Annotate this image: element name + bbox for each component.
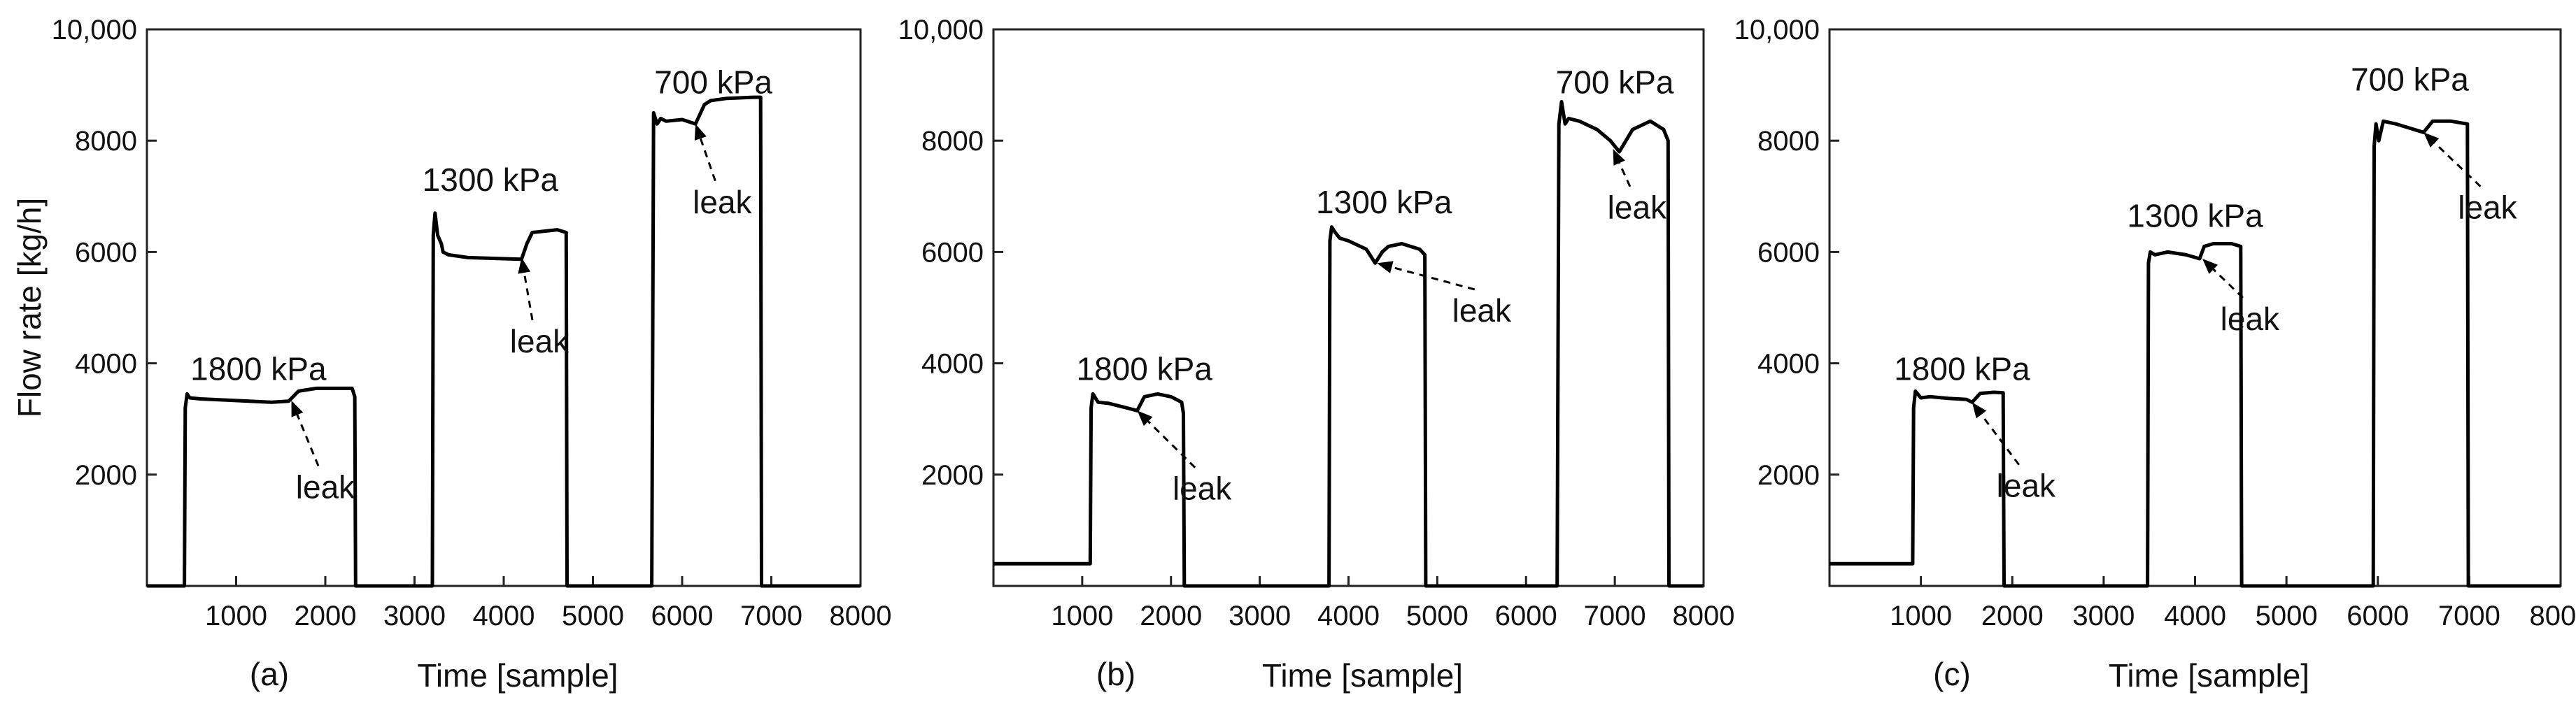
plot-frame	[992, 28, 1705, 587]
chart-panel-2: 1000 2000 3000 4000 5000 6000 7000 8000 2000 4000…	[898, 15, 1735, 694]
annotation-label: 1300 kPa	[2127, 198, 2263, 234]
chart-panel-3: 1000 2000 3000 4000 5000 6000 7000 8000 2000 4000…	[1734, 15, 2576, 694]
x-tick-label: 4000	[2164, 601, 2226, 631]
leak-arrow-line	[1147, 420, 1196, 468]
panel-label: (c)	[1933, 656, 1971, 692]
annotation-label: 700 kPa	[2351, 62, 2469, 98]
x-tick-label: 8000	[2530, 601, 2576, 631]
x-axis-title: Time [sample]	[417, 657, 618, 694]
x-tick-label: 3000	[2072, 601, 2135, 631]
annotation-label: leak	[1452, 292, 1512, 329]
flow-rate-series-line	[147, 95, 861, 588]
annotation-label: 1300 kPa	[423, 162, 559, 198]
annotation-label: leak	[1608, 189, 1667, 226]
annotation-label: 1800 kPa	[1894, 351, 2030, 387]
x-tick-label: 1000	[1890, 601, 1952, 631]
plot-frame	[146, 28, 862, 587]
x-tick-label: 1000	[205, 601, 267, 631]
x-tick-label: 4000	[1317, 601, 1380, 631]
y-tick-label: 2000	[921, 460, 984, 491]
x-tick-label: 6000	[2347, 601, 2409, 631]
annotation-label: leak	[1173, 471, 1232, 507]
x-tick-label: 5000	[562, 601, 624, 631]
x-tick-label: 7000	[2438, 601, 2500, 631]
x-tick-label: 2000	[1981, 601, 2044, 631]
panel-label: (b)	[1096, 656, 1135, 692]
x-tick-label: 8000	[1673, 601, 1735, 631]
x-tick-label: 6000	[651, 601, 714, 631]
y-tick-label: 4000	[75, 349, 137, 380]
y-tick-label: 6000	[1757, 237, 1820, 268]
y-tick-label: 6000	[921, 237, 984, 268]
y-tick-label: 10,000	[52, 15, 137, 45]
x-tick-label: 8000	[830, 601, 892, 631]
x-axis-title: Time [sample]	[2109, 657, 2309, 694]
x-tick-label: 6000	[1495, 601, 1557, 631]
leak-arrow-line	[1391, 266, 1475, 291]
flow-rate-series-line	[1830, 119, 2561, 588]
leak-arrow-head	[291, 400, 304, 417]
y-tick-label: 8000	[1757, 126, 1820, 157]
flow-rate-series-line	[993, 100, 1704, 588]
x-tick-label: 4000	[473, 601, 535, 631]
x-tick-label: 3000	[1229, 601, 1291, 631]
leak-arrow-head	[2423, 132, 2440, 148]
x-axis-title: Time [sample]	[1262, 657, 1463, 694]
annotation-label: leak	[2221, 301, 2280, 337]
y-tick-label: 4000	[1757, 349, 1820, 380]
chart-panel-1: 1000 2000 3000 4000 5000 6000 7000 8000 2000 4000…	[11, 15, 891, 694]
leak-arrow-line	[523, 272, 534, 321]
y-tick-label: 10,000	[1734, 15, 1820, 45]
annotation-label: leak	[1997, 468, 2056, 504]
x-tick-label: 7000	[740, 601, 802, 631]
leak-arrow-line	[2433, 142, 2482, 187]
annotation-label: 700 kPa	[654, 64, 772, 101]
annotation-label: leak	[2458, 189, 2517, 226]
leak-arrow-line	[296, 414, 320, 466]
annotation-label: 1800 kPa	[190, 351, 327, 387]
y-tick-label: 8000	[921, 126, 984, 157]
y-tick-label: 8000	[75, 126, 137, 157]
leak-arrow-line	[1980, 414, 2021, 466]
leak-arrow-line	[699, 138, 716, 182]
leak-arrow-head	[1972, 402, 1987, 419]
y-axis-title: Flow rate [kg/h]	[11, 198, 48, 417]
y-tick-label: 6000	[75, 237, 137, 268]
leak-arrow-head	[1613, 149, 1625, 166]
x-tick-label: 1000	[1051, 601, 1113, 631]
x-tick-label: 7000	[1584, 601, 1646, 631]
y-tick-label: 10,000	[898, 15, 984, 45]
leak-arrow-head	[694, 124, 707, 141]
leak-arrow-head	[2202, 258, 2218, 274]
y-tick-label: 2000	[75, 460, 137, 491]
y-tick-label: 2000	[1757, 460, 1820, 491]
x-tick-label: 5000	[2256, 601, 2318, 631]
x-tick-label: 2000	[295, 601, 357, 631]
annotation-label: 1300 kPa	[1316, 184, 1452, 220]
plot-frame	[1828, 28, 2562, 587]
leak-arrow-head	[1137, 410, 1153, 427]
x-tick-label: 3000	[383, 601, 446, 631]
annotation-label: leak	[693, 184, 752, 220]
annotation-label: 700 kPa	[1556, 64, 1674, 101]
leak-arrow-line	[1618, 162, 1632, 187]
panel-label: (a)	[250, 656, 289, 692]
annotation-label: 1800 kPa	[1076, 351, 1212, 387]
x-tick-label: 2000	[1140, 601, 1202, 631]
leak-arrow-head	[1377, 261, 1394, 273]
leak-arrow-head	[518, 257, 531, 274]
annotation-label: leak	[296, 468, 355, 505]
leak-arrow-line	[2212, 268, 2244, 299]
x-tick-label: 5000	[1406, 601, 1469, 631]
y-tick-label: 4000	[921, 349, 984, 380]
annotation-label: leak	[510, 323, 569, 359]
